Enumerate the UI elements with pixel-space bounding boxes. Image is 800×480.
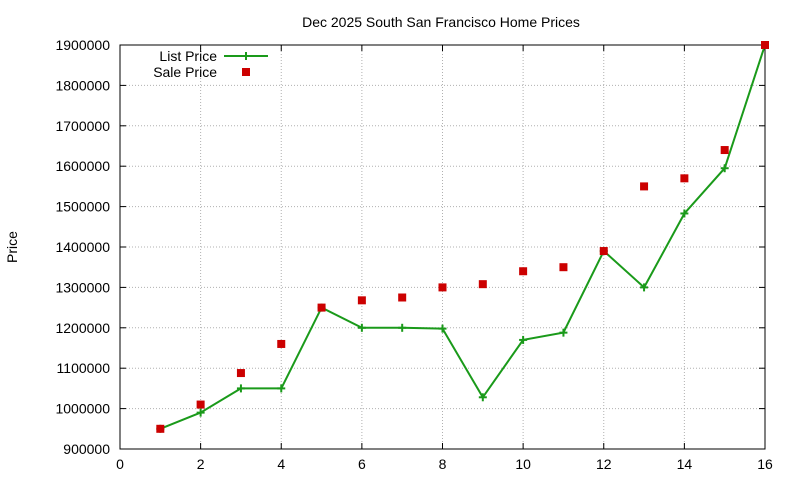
y-tick-label: 1200000 xyxy=(55,320,110,336)
x-tick-label: 0 xyxy=(116,456,124,472)
series-line-list-price xyxy=(159,44,766,430)
list-price-point xyxy=(438,324,447,333)
x-tick-label: 2 xyxy=(197,456,205,472)
sale-price-point xyxy=(720,146,729,155)
x-tick-label: 8 xyxy=(439,456,447,472)
legend-cross-swatch xyxy=(242,52,250,60)
x-tick-label: 10 xyxy=(515,456,531,472)
sale-price-point xyxy=(196,400,205,409)
list-price-point xyxy=(196,408,205,417)
sale-price-point xyxy=(277,339,286,348)
sale-price-point xyxy=(478,280,487,289)
sale-price-point xyxy=(761,41,769,49)
list-price-point xyxy=(720,164,729,173)
list-price-point xyxy=(680,209,689,218)
x-tick-label: 16 xyxy=(757,456,773,472)
chart-title: Dec 2025 South San Francisco Home Prices xyxy=(302,14,580,30)
legend-label: List Price xyxy=(159,48,217,64)
sale-price-point xyxy=(156,424,165,433)
sale-price-point xyxy=(559,263,568,272)
sale-price-point xyxy=(519,267,528,276)
list-price-point xyxy=(236,384,245,393)
y-tick-label: 1900000 xyxy=(55,37,110,53)
list-price-point xyxy=(519,335,528,344)
y-tick-label: 900000 xyxy=(63,441,110,457)
sale-price-point xyxy=(680,174,689,183)
legend-square-swatch xyxy=(242,68,250,76)
x-tick-label: 12 xyxy=(596,456,612,472)
list-price-point xyxy=(559,328,568,337)
tick-layer: 900000 1000000 1100000 1200000 1300000 140000… xyxy=(55,37,773,472)
list-price-point xyxy=(398,323,407,332)
y-tick-label: 1100000 xyxy=(57,360,111,376)
sale-price-point xyxy=(438,283,447,292)
x-tick-label: 4 xyxy=(277,456,285,472)
y-tick-label: 1000000 xyxy=(55,401,110,417)
sale-price-point xyxy=(357,296,366,305)
sale-price-point xyxy=(398,293,407,302)
y-tick-label: 1600000 xyxy=(55,158,110,174)
sale-price-point xyxy=(236,369,245,378)
series-layer xyxy=(156,41,769,433)
y-tick-label: 1700000 xyxy=(55,118,110,134)
y-tick-label: 1500000 xyxy=(55,199,110,215)
list-price-point xyxy=(478,393,487,402)
y-tick-label: 1400000 xyxy=(55,239,110,255)
sale-price-point xyxy=(640,182,649,191)
list-price-point xyxy=(640,283,649,292)
y-tick-label: 1300000 xyxy=(55,279,110,295)
list-price-point xyxy=(357,323,366,332)
x-tick-label: 6 xyxy=(358,456,366,472)
grid-layer xyxy=(120,45,765,449)
sale-price-point xyxy=(317,303,326,312)
y-tick-label: 1800000 xyxy=(55,77,110,93)
y-axis-label: Price xyxy=(4,231,20,263)
x-tick-label: 14 xyxy=(677,456,693,472)
sale-price-point xyxy=(599,247,608,256)
list-price-point xyxy=(277,384,286,393)
legend-label: Sale Price xyxy=(153,64,217,80)
